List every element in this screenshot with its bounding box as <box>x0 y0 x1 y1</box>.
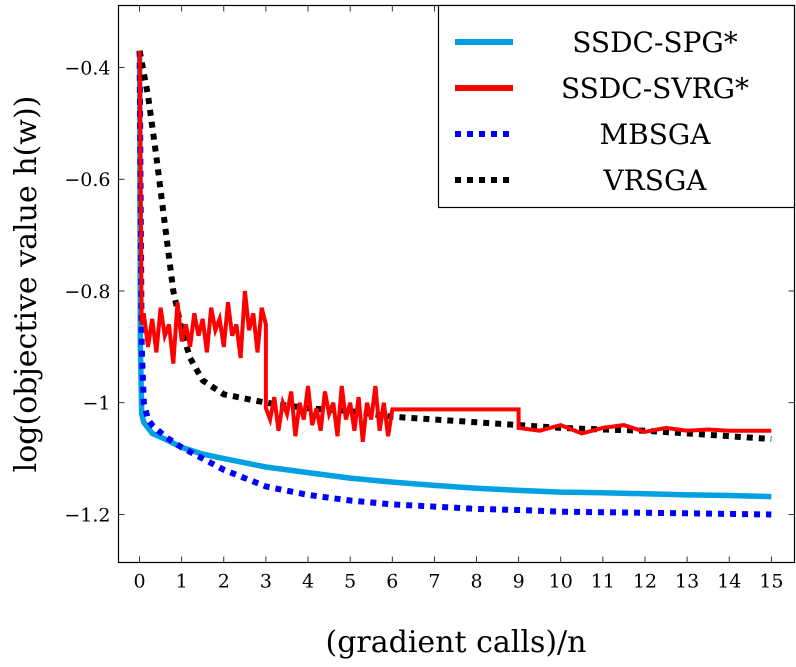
plot-area <box>136 50 772 518</box>
x-tick-label: 4 <box>302 571 314 593</box>
x-tick-label: 15 <box>759 571 783 593</box>
y-tick-label: −0.8 <box>64 281 110 303</box>
series-line-mbsga <box>136 50 772 518</box>
x-tick-label: 8 <box>470 571 482 593</box>
x-tick-label: 12 <box>633 571 657 593</box>
legend-label: SSDC-SPG* <box>572 26 738 59</box>
series-line-ssdc-svrg- <box>137 50 772 443</box>
x-tick-label: 5 <box>344 571 356 593</box>
legend-label: MBSGA <box>599 118 711 151</box>
x-tick-label: 13 <box>675 571 699 593</box>
x-tick-label: 14 <box>717 571 741 593</box>
x-tick-label: 7 <box>428 571 440 593</box>
x-tick-label: 1 <box>176 571 188 593</box>
x-axis-label: (gradient calls)/n <box>325 625 586 660</box>
x-tick-label: 11 <box>591 571 615 593</box>
x-tick-label: 10 <box>549 571 573 593</box>
y-tick-label: −1 <box>82 393 110 415</box>
legend-label: VRSGA <box>602 164 707 197</box>
y-axis-label: log(objective value h(w)) <box>9 96 44 473</box>
x-tick-label: 6 <box>386 571 398 593</box>
legend-label: SSDC-SVRG* <box>561 72 749 105</box>
y-tick-label: −1.2 <box>64 504 110 526</box>
legend: SSDC-SPG* SSDC-SVRG* MBSGA VRSGA <box>437 4 796 209</box>
series-line-ssdc-spg- <box>136 50 772 500</box>
x-tick-label: 0 <box>134 571 146 593</box>
x-tick-label: 3 <box>260 571 272 593</box>
axis-ticks: 0 1 2 3 4 5 6 7 8 9 10 11 12 13 14 15−1.2−1−0.8−0.6−0.4 <box>64 5 795 593</box>
x-tick-label: 2 <box>218 571 230 593</box>
x-tick-label: 9 <box>513 571 525 593</box>
y-tick-label: −0.6 <box>64 169 110 191</box>
y-tick-label: −0.4 <box>64 58 110 80</box>
